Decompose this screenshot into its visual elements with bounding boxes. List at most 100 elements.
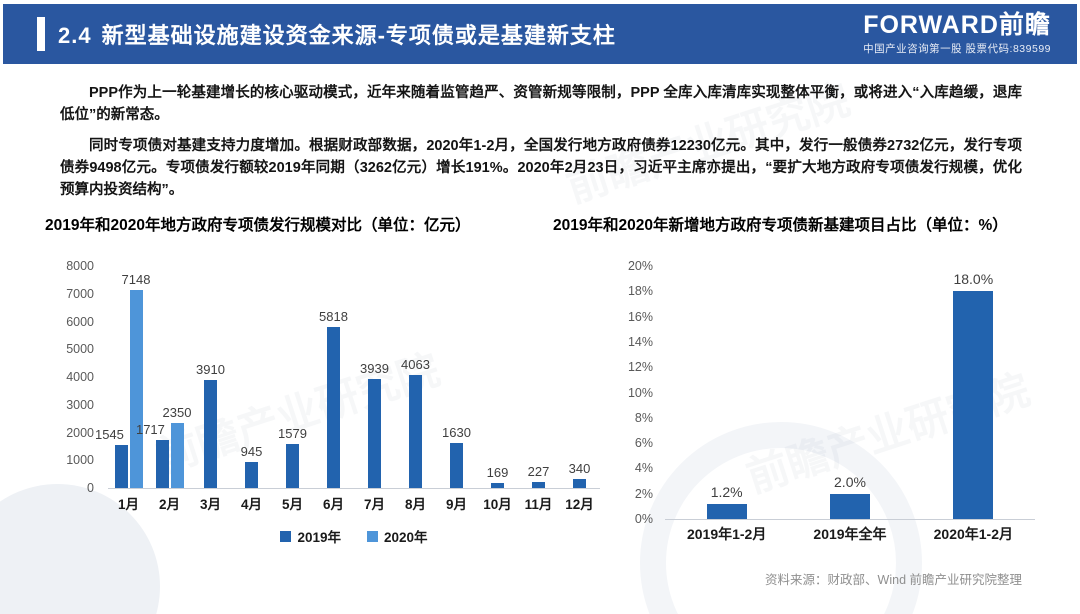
bar-value-label: 1545 [94, 427, 124, 443]
bar-value-label: 3910 [196, 361, 225, 377]
paragraph-ppp: PPP作为上一轮基建增长的核心驱动模式，近年来随着监管趋严、资管新规等限制，PP… [60, 85, 1022, 124]
bar-wrap: 1579 [278, 426, 307, 488]
bar-wrap: 169 [487, 465, 508, 488]
section-title: 新型基础设施建设资金来源-专项债或是基建新支柱 [101, 23, 616, 48]
chart-legend: 2019年 2020年 [108, 526, 600, 546]
bar-2019年 [204, 379, 217, 488]
bar-value-label: 227 [527, 463, 550, 479]
month-group: 227 11月 [518, 266, 559, 512]
y-axis-tick: 16% [627, 309, 653, 324]
legend-item-2019: 2019年 [280, 526, 341, 546]
y-axis-tick: 2% [634, 486, 653, 501]
page-title: 2.4 新型基础设施建设资金来源-专项债或是基建新支柱 [58, 18, 616, 50]
x-axis-label: 2019年全年 [813, 526, 887, 542]
section-number: 2.4 [58, 23, 92, 48]
bar-2019年全年 [829, 493, 870, 519]
bar-2020年 [129, 289, 143, 488]
bar-wrap: 1717 [136, 422, 169, 488]
month-group: 169 10月 [477, 266, 518, 512]
y-axis-tick: 18% [627, 284, 653, 299]
bar-value-label: 1.2% [710, 483, 743, 500]
left-plot-area: 1545 7148 1月 1717 2350 2月 3910 3月 945 4月 1579 5月 581… [95, 266, 600, 512]
bar-wrap: 3910 [196, 362, 225, 488]
category-group: 2.0% 2019年全年 [788, 266, 911, 542]
x-axis-label: 7月 [363, 497, 385, 512]
bar-value-label: 18.0% [953, 271, 994, 288]
bar-wrap: 7148 [122, 272, 150, 488]
bar-value-label: 4063 [401, 357, 430, 373]
bar-2019年 [409, 375, 422, 488]
bar-wrap: 2350 [163, 405, 191, 488]
bar-2019年 [450, 442, 463, 488]
x-axis-label: 11月 [524, 497, 553, 512]
y-axis-tick: 6% [634, 436, 653, 451]
x-axis-label: 2020年1-2月 [933, 526, 1014, 542]
month-group: 3939 7月 [354, 266, 395, 512]
right-plot-area: 1.2% 2019年1-2月 2.0% 2019年全年 18.0% 2020年1-2月 [665, 266, 1035, 542]
x-axis-label: 9月 [445, 497, 467, 512]
bar-wrap: 5818 [319, 309, 348, 488]
month-group: 1630 9月 [436, 266, 477, 512]
y-axis-tick: 4% [634, 461, 653, 476]
body-text: PPP作为上一轮基建增长的核心驱动模式，近年来随着监管趋严、资管新规等限制，PP… [60, 82, 1022, 210]
title-accent-bar [37, 17, 45, 51]
y-axis-tick: 2000 [66, 425, 94, 440]
month-group: 5818 6月 [313, 266, 354, 512]
bar-wrap: 340 [569, 461, 590, 488]
bar-wrap: 227 [528, 464, 549, 488]
bar-value-label: 340 [568, 460, 591, 476]
bar-2020年1-2月 [953, 291, 994, 519]
month-group: 1545 7148 1月 [95, 266, 150, 512]
bar-2019年 [368, 378, 381, 488]
bar-2019年 [491, 483, 504, 488]
x-axis-label: 3月 [199, 497, 221, 512]
left-chart-title: 2019年和2020年地方政府专项债发行规模对比（单位：亿元） [45, 217, 471, 234]
y-axis-tick: 0% [634, 512, 653, 526]
bar-value-label: 945 [240, 443, 263, 459]
y-axis-tick: 7000 [66, 286, 94, 301]
y-axis-tick: 20% [627, 259, 653, 273]
x-axis-label: 2月 [158, 497, 180, 512]
x-axis-label: 6月 [322, 497, 344, 512]
month-group: 4063 8月 [395, 266, 436, 512]
bar-2019年 [573, 478, 586, 488]
header-bar: 2.4 新型基础设施建设资金来源-专项债或是基建新支柱 FORWARD前瞻 中国产… [3, 4, 1077, 64]
right-y-axis: 0% 2% 4% 6% 8% 10% 12% 14% 16% 18% 20% [615, 259, 659, 526]
month-group: 1579 5月 [272, 266, 313, 512]
x-axis-label: 12月 [565, 497, 594, 512]
brand-logo: FORWARD前瞻 中国产业咨询第一股 股票代码:839599 [863, 10, 1051, 56]
bar-2019年 [155, 440, 169, 488]
bar-wrap: 945 [241, 444, 262, 488]
bar-value-label: 169 [486, 465, 509, 481]
bar-value-label: 2350 [162, 404, 192, 420]
month-group: 1717 2350 2月 [136, 266, 191, 512]
legend-label-2019: 2019年 [297, 530, 341, 545]
y-axis-tick: 1000 [66, 453, 94, 468]
y-axis-tick: 3000 [66, 397, 94, 412]
brand-name: FORWARD前瞻 [863, 10, 1051, 39]
y-axis-tick: 12% [627, 360, 653, 375]
month-group: 340 12月 [559, 266, 600, 512]
legend-label-2020: 2020年 [384, 530, 428, 545]
left-y-axis: 0 1000 2000 3000 4000 5000 6000 7000 8000 [60, 259, 100, 495]
legend-swatch-2019 [280, 530, 292, 542]
bar-2019年 [532, 481, 545, 488]
bar-wrap: 3939 [360, 361, 389, 488]
bar-2020年 [170, 422, 184, 488]
right-chart-title: 2019年和2020年新增地方政府专项债新基建项目占比（单位：%） [553, 217, 1008, 234]
bar-value-label: 7148 [121, 271, 151, 287]
bar-wrap: 1545 [95, 427, 128, 488]
bar-value-label: 1579 [278, 426, 307, 442]
share-bar-chart: 0% 2% 4% 6% 8% 10% 12% 14% 16% 18% 20% 1.2% 2019年1-… [615, 258, 1040, 564]
y-axis-tick: 8% [634, 410, 653, 425]
y-axis-tick: 5000 [66, 342, 94, 357]
x-axis-label: 5月 [281, 497, 303, 512]
bar-2019年 [114, 445, 128, 488]
bar-2019年 [327, 326, 340, 488]
bar-2019年 [245, 461, 258, 488]
x-axis-label: 10月 [483, 497, 512, 512]
bar-wrap: 4063 [401, 357, 430, 488]
bar-value-label: 3939 [360, 360, 389, 376]
y-axis-tick: 4000 [66, 370, 94, 384]
